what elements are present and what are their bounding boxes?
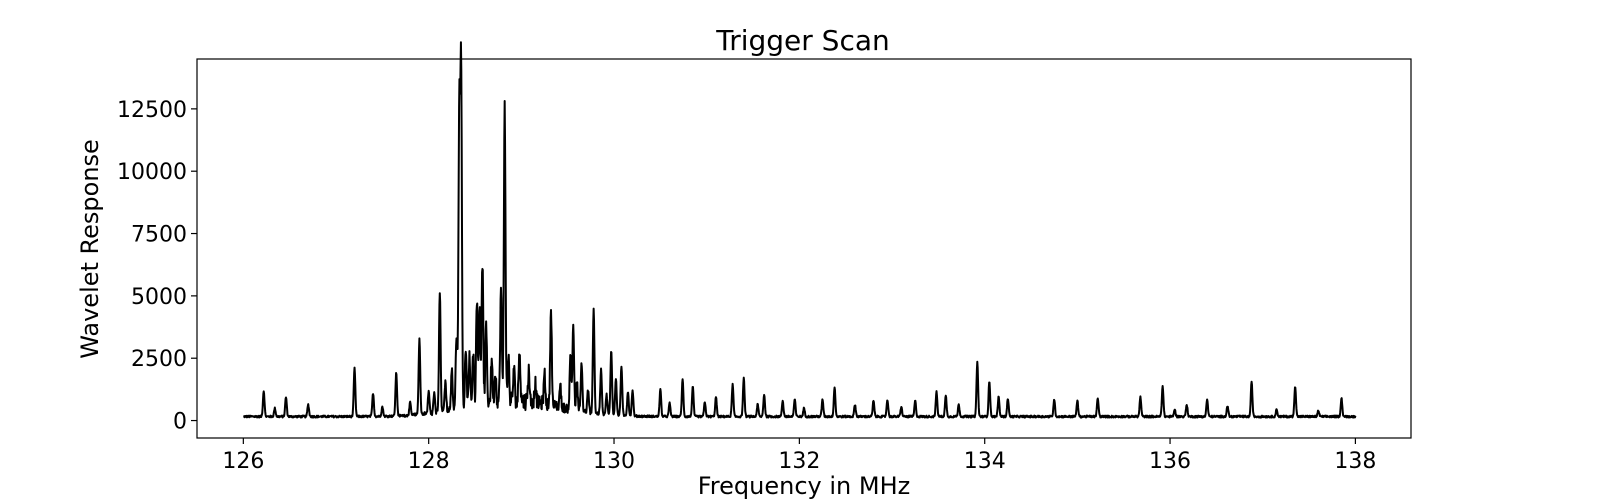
x-tick-label: 134 <box>964 449 1006 474</box>
y-tick-label: 2500 <box>131 347 187 372</box>
series-line <box>242 41 1357 419</box>
y-tick-label: 10000 <box>117 160 187 185</box>
x-tick-label: 128 <box>408 449 450 474</box>
y-tick-label: 7500 <box>131 223 187 248</box>
y-tick-label: 12500 <box>117 98 187 123</box>
y-tick-label: 5000 <box>131 285 187 310</box>
plot-frame <box>196 58 1412 439</box>
x-tick-label: 130 <box>593 449 635 474</box>
y-axis-label: Wavelet Response <box>76 139 104 359</box>
plot-layer <box>242 41 1357 419</box>
chart-title: Trigger Scan <box>715 24 890 57</box>
x-tick-label: 126 <box>222 449 264 474</box>
x-axis: 126 128 130 132 134 136 138 <box>222 438 1376 474</box>
x-axis-label: Frequency in MHz <box>698 472 910 500</box>
x-tick-label: 136 <box>1149 449 1191 474</box>
y-tick-label: 0 <box>173 410 187 435</box>
x-tick-label: 138 <box>1334 449 1376 474</box>
y-axis: 0 2500 5000 7500 10000 12500 <box>117 98 197 435</box>
x-tick-label: 132 <box>778 449 820 474</box>
